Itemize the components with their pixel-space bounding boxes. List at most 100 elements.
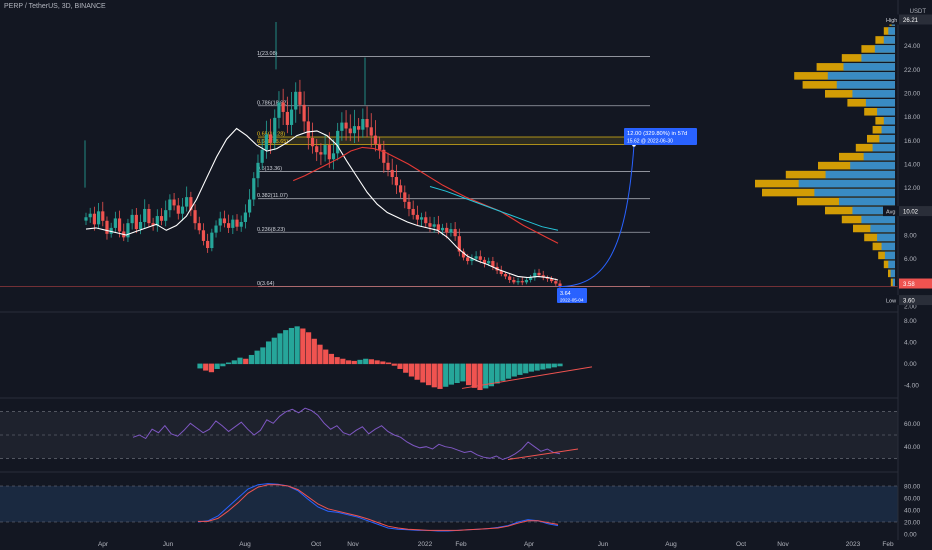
high-tag-box [899, 14, 932, 25]
candle-body [193, 210, 197, 224]
candle-body [352, 126, 357, 134]
macd-bar [380, 361, 386, 365]
stoch-tick-label: 40.00 [904, 508, 921, 515]
fib-level-label: 0.382(11.07) [257, 193, 288, 199]
candle-body [331, 153, 336, 160]
volume-profile-bar-up [883, 36, 895, 44]
rsi-line [132, 407, 561, 461]
rsi-tick-label: 40.00 [904, 444, 921, 451]
candle-body [512, 279, 516, 283]
candle-body [319, 152, 323, 155]
macd-bar [237, 357, 243, 365]
candle-body [247, 199, 252, 213]
candle-body [189, 197, 193, 211]
price-tick-label: 6.00 [904, 256, 917, 263]
candle-body [84, 217, 88, 221]
volume-profile-bar-up [865, 99, 895, 107]
candle-body [143, 208, 147, 222]
volume-profile-bar-up [825, 170, 895, 179]
rsi-tick-label: 60.00 [904, 421, 921, 428]
macd-tick-label: 8.00 [904, 318, 917, 325]
candle-body [550, 278, 554, 282]
macd-trendline [461, 366, 593, 389]
time-tick-label: 2022 [418, 541, 433, 548]
candle-body [168, 199, 172, 211]
macd-bar [420, 363, 426, 383]
volume-profile-bar-up [881, 125, 895, 134]
macd-bar [471, 363, 477, 388]
candle-body [491, 261, 495, 267]
candle-body [260, 149, 264, 163]
low-tag-name: Low [886, 299, 896, 305]
volume-profile-bar-up [888, 260, 895, 269]
candle-body [134, 214, 138, 230]
volume-profile-bar-up [888, 27, 895, 35]
candle-body [428, 223, 432, 227]
high-tag-name-box [883, 14, 899, 25]
volume-profile-bar-up [861, 54, 895, 62]
high-tag-value: 26.21 [903, 18, 919, 24]
macd-bar [443, 363, 449, 387]
candle-body [524, 279, 529, 283]
macd-bar [397, 363, 403, 369]
candle-body [256, 162, 260, 179]
time-tick-label: Aug [239, 541, 251, 548]
projection-start-sublabel: 2022-05-04 [560, 298, 584, 303]
candle-body [323, 145, 327, 155]
stoch-pane[interactable] [0, 483, 898, 532]
candle-body [298, 91, 302, 105]
macd-bar [351, 360, 357, 365]
candle-body [449, 229, 453, 233]
price-tick-label: 18.00 [904, 114, 921, 121]
volume-profile-bar-up [839, 197, 895, 206]
macd-bar [283, 330, 289, 365]
macd-bar [500, 363, 506, 381]
fib-level-label: 0.236(8.23) [257, 227, 285, 233]
candle-body [222, 218, 227, 224]
volume-profile-bar-up [827, 72, 895, 80]
candle-body [436, 224, 440, 231]
price-tick-label: 8.00 [904, 233, 917, 240]
macd-bar [197, 363, 203, 369]
macd-bar [414, 363, 420, 380]
candle-body [457, 236, 461, 252]
macd-bar [454, 363, 460, 383]
high-tag-name: High [886, 18, 897, 24]
candle-body [541, 275, 545, 278]
macd-tick-label: 0.00 [904, 361, 917, 368]
time-tick-label: 2023 [846, 541, 861, 548]
candle-body [411, 208, 415, 215]
rsi-trendline [507, 448, 579, 460]
candle-body [508, 276, 512, 280]
rsi-pane[interactable] [0, 407, 898, 461]
volume-profile-bar-up [872, 143, 895, 152]
macd-bar [460, 363, 466, 382]
candle-body [533, 272, 537, 278]
macd-bar [265, 341, 272, 365]
stoch-tick-label: 20.00 [904, 520, 921, 527]
candle-body [197, 223, 201, 231]
candle-body [466, 257, 470, 262]
macd-pane[interactable] [197, 326, 593, 391]
macd-bar [523, 363, 529, 374]
candle-body [529, 277, 533, 280]
macd-bar [551, 363, 557, 368]
volume-profile-bar-up [890, 269, 895, 278]
fib-level-label: 0(3.64) [257, 281, 275, 287]
macd-bar [545, 363, 552, 369]
macd-bar [505, 363, 512, 379]
avg-tag-value: 10.02 [903, 210, 919, 216]
macd-bar [391, 363, 397, 366]
price-pane[interactable]: 1(23.08)0.786(18.92)0.65(16.28)0.618(15.… [0, 22, 898, 303]
volume-profile-bar-up [877, 107, 895, 116]
macd-bar [437, 363, 443, 389]
stoch-band [0, 486, 898, 522]
candle-body [520, 281, 524, 283]
candle-body [478, 256, 482, 260]
candle-body [327, 145, 331, 160]
candle-body [554, 281, 558, 284]
candle-body [243, 212, 247, 222]
candle-body [185, 197, 189, 207]
candle-body [369, 127, 373, 136]
